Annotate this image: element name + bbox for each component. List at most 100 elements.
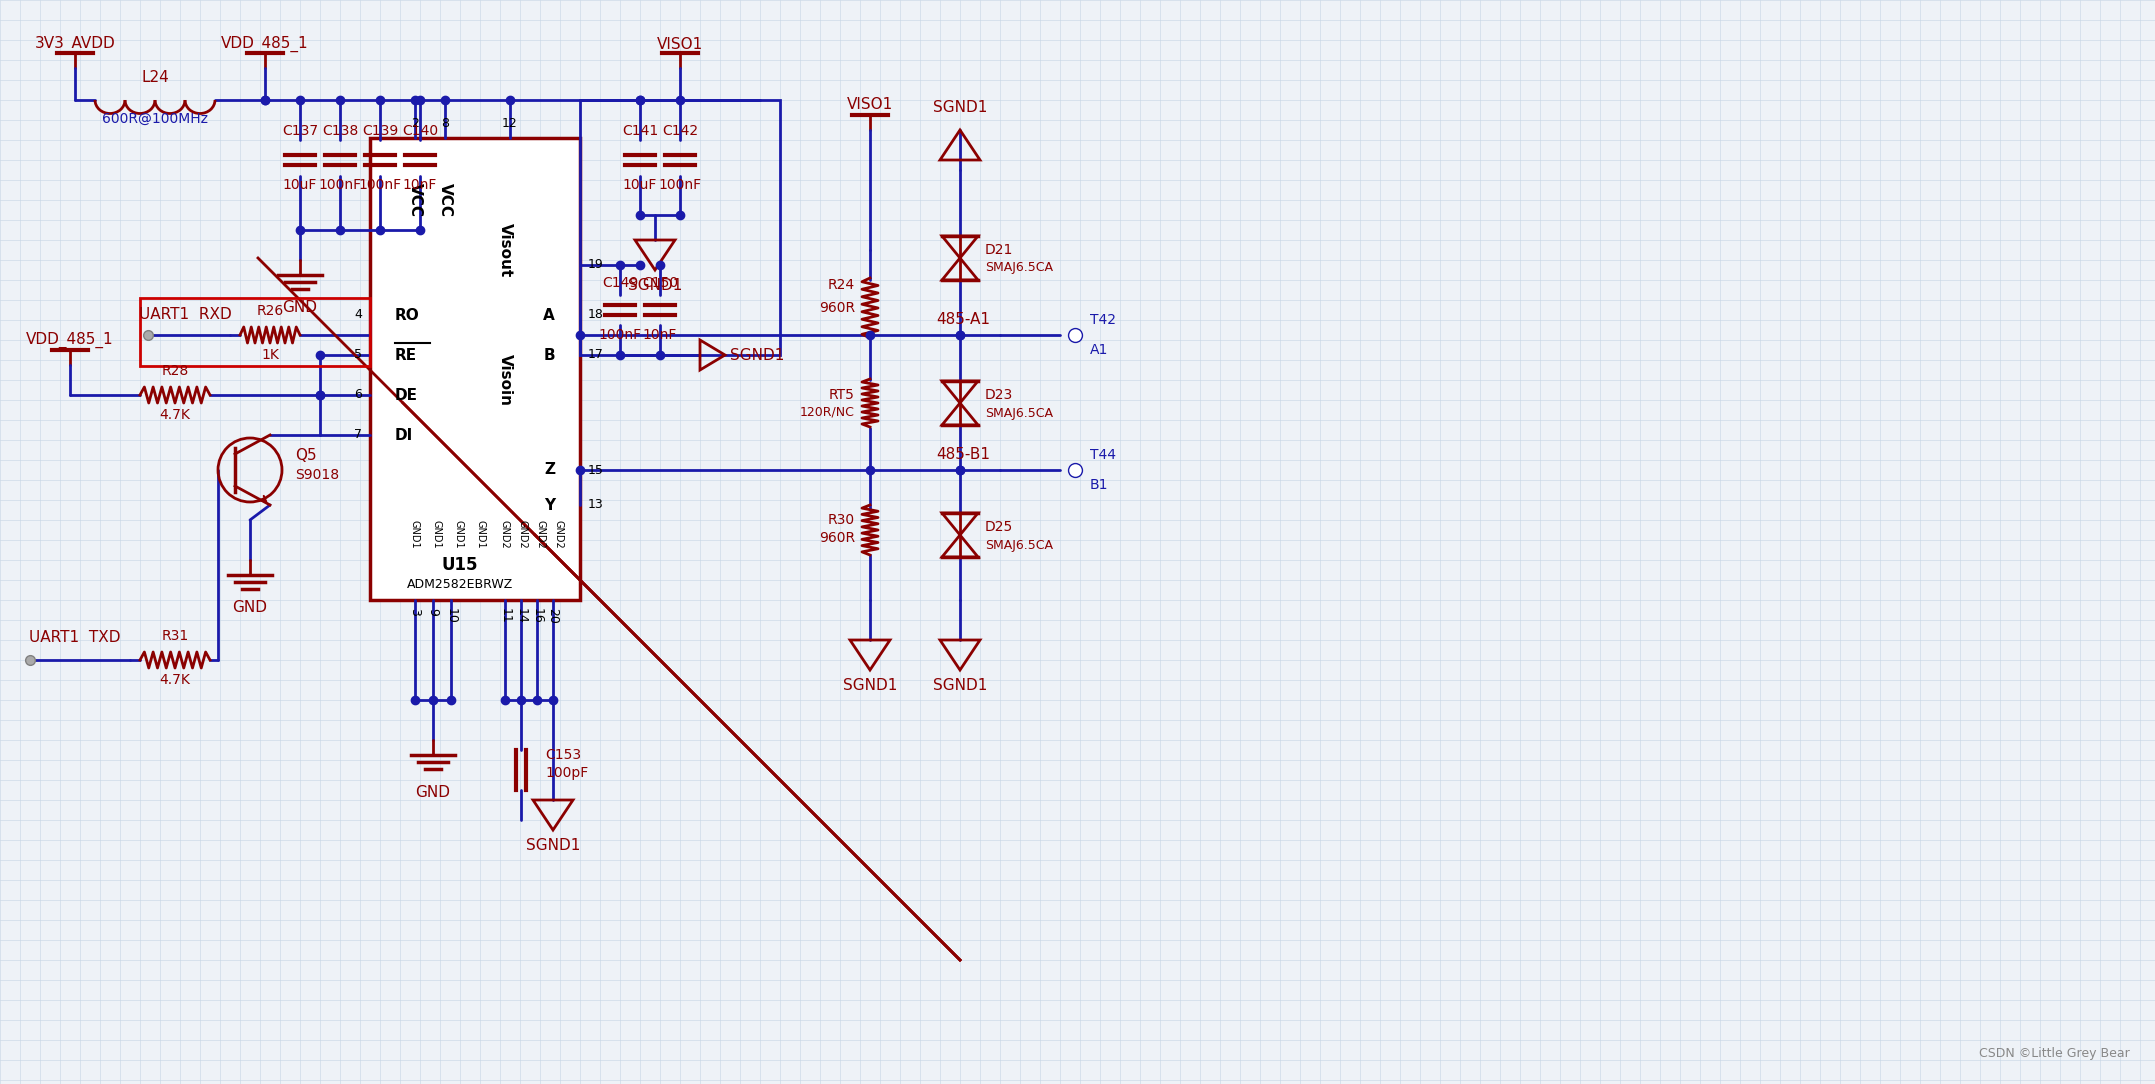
Text: 9: 9 <box>427 608 440 616</box>
Text: R24: R24 <box>828 278 856 292</box>
Text: 19: 19 <box>588 258 603 271</box>
Text: UART1  TXD: UART1 TXD <box>30 630 121 645</box>
Text: B: B <box>543 348 556 362</box>
Text: GND2: GND2 <box>500 520 511 549</box>
Text: SMAJ6.5CA: SMAJ6.5CA <box>985 406 1054 420</box>
Text: A1: A1 <box>1090 343 1108 357</box>
Text: 100nF: 100nF <box>358 178 401 192</box>
Text: L24: L24 <box>140 70 168 85</box>
Text: 7: 7 <box>353 428 362 441</box>
Text: 960R: 960R <box>819 301 856 315</box>
Text: 16: 16 <box>530 608 543 623</box>
Text: S9018: S9018 <box>295 468 338 482</box>
Text: 100nF: 100nF <box>659 178 703 192</box>
Text: GND2: GND2 <box>537 520 545 549</box>
Text: 10nF: 10nF <box>403 178 437 192</box>
Text: C139: C139 <box>362 124 399 138</box>
Text: 485-A1: 485-A1 <box>935 312 989 327</box>
Text: UART1  RXD: UART1 RXD <box>138 307 231 322</box>
Text: D21: D21 <box>985 243 1013 257</box>
Text: Z: Z <box>543 463 556 477</box>
Text: RO: RO <box>394 308 420 323</box>
Text: C137: C137 <box>282 124 319 138</box>
Text: C141: C141 <box>623 124 657 138</box>
Bar <box>140 298 371 366</box>
Text: 4.7K: 4.7K <box>159 673 190 687</box>
Text: R30: R30 <box>828 513 856 527</box>
Text: 6: 6 <box>353 388 362 401</box>
Text: GND1: GND1 <box>455 520 463 549</box>
Bar <box>580 100 780 354</box>
Text: 10: 10 <box>444 608 457 624</box>
Text: ADM2582EBRWZ: ADM2582EBRWZ <box>407 579 513 592</box>
Text: 960R: 960R <box>819 531 856 545</box>
Text: DI: DI <box>394 427 414 442</box>
Text: 10uF: 10uF <box>623 178 657 192</box>
Text: 5: 5 <box>353 348 362 361</box>
Text: VDD_485_1: VDD_485_1 <box>26 332 114 348</box>
Text: 11: 11 <box>498 608 511 623</box>
Text: C149: C149 <box>601 276 638 291</box>
Text: RE: RE <box>394 348 418 362</box>
Text: 14: 14 <box>515 608 528 623</box>
Text: GND: GND <box>233 601 267 615</box>
Text: 1K: 1K <box>261 348 278 362</box>
Text: 17: 17 <box>588 348 603 361</box>
Text: 15: 15 <box>588 464 603 477</box>
Text: Visout: Visout <box>498 223 513 278</box>
Text: VISO1: VISO1 <box>847 96 892 112</box>
Text: SGND1: SGND1 <box>933 100 987 115</box>
Text: 100nF: 100nF <box>319 178 362 192</box>
Text: C153: C153 <box>545 748 582 762</box>
Text: 600R@100MHz: 600R@100MHz <box>101 112 209 126</box>
Text: GND1: GND1 <box>409 520 420 549</box>
Text: VDD_485_1: VDD_485_1 <box>222 36 308 52</box>
Text: SGND1: SGND1 <box>526 838 580 853</box>
Text: 3: 3 <box>409 608 422 616</box>
Text: VCC: VCC <box>407 183 422 217</box>
Text: SGND1: SGND1 <box>627 278 683 293</box>
Text: D23: D23 <box>985 388 1013 402</box>
Text: U15: U15 <box>442 556 478 575</box>
Text: D25: D25 <box>985 520 1013 534</box>
Text: B1: B1 <box>1090 478 1108 492</box>
Text: CSDN ©Little Grey Bear: CSDN ©Little Grey Bear <box>1978 1047 2129 1060</box>
Text: GND2: GND2 <box>517 520 528 549</box>
Text: C138: C138 <box>321 124 358 138</box>
Text: 100nF: 100nF <box>599 328 642 341</box>
Text: VISO1: VISO1 <box>657 37 703 52</box>
Text: 4: 4 <box>353 309 362 322</box>
Text: SMAJ6.5CA: SMAJ6.5CA <box>985 539 1054 552</box>
Text: 485-B1: 485-B1 <box>935 447 989 462</box>
Text: Q5: Q5 <box>295 448 317 463</box>
Text: GND1: GND1 <box>476 520 487 549</box>
Text: T44: T44 <box>1090 448 1116 462</box>
Text: SGND1: SGND1 <box>843 678 896 693</box>
Text: 100pF: 100pF <box>545 766 588 780</box>
Text: 12: 12 <box>502 117 517 130</box>
Text: 2: 2 <box>412 117 418 130</box>
Text: 4.7K: 4.7K <box>159 408 190 422</box>
Text: A: A <box>543 308 556 323</box>
Text: GND: GND <box>282 300 317 315</box>
Bar <box>371 138 580 601</box>
Text: SMAJ6.5CA: SMAJ6.5CA <box>985 261 1054 274</box>
Text: SGND1: SGND1 <box>933 678 987 693</box>
Text: SGND1: SGND1 <box>731 348 784 362</box>
Text: 8: 8 <box>442 117 448 130</box>
Text: 120R/NC: 120R/NC <box>800 405 856 418</box>
Text: Y: Y <box>543 498 556 513</box>
Text: VCC: VCC <box>437 183 453 217</box>
Text: R31: R31 <box>162 629 190 643</box>
Text: 10uF: 10uF <box>282 178 317 192</box>
Text: RT5: RT5 <box>830 388 856 402</box>
Text: 20: 20 <box>547 608 560 624</box>
Text: R28: R28 <box>162 364 190 378</box>
Text: C142: C142 <box>662 124 698 138</box>
Text: DE: DE <box>394 387 418 402</box>
Text: T42: T42 <box>1090 313 1116 327</box>
Text: R26: R26 <box>256 304 284 318</box>
Text: C140: C140 <box>403 124 437 138</box>
Text: 10nF: 10nF <box>642 328 677 341</box>
Text: 18: 18 <box>588 309 603 322</box>
